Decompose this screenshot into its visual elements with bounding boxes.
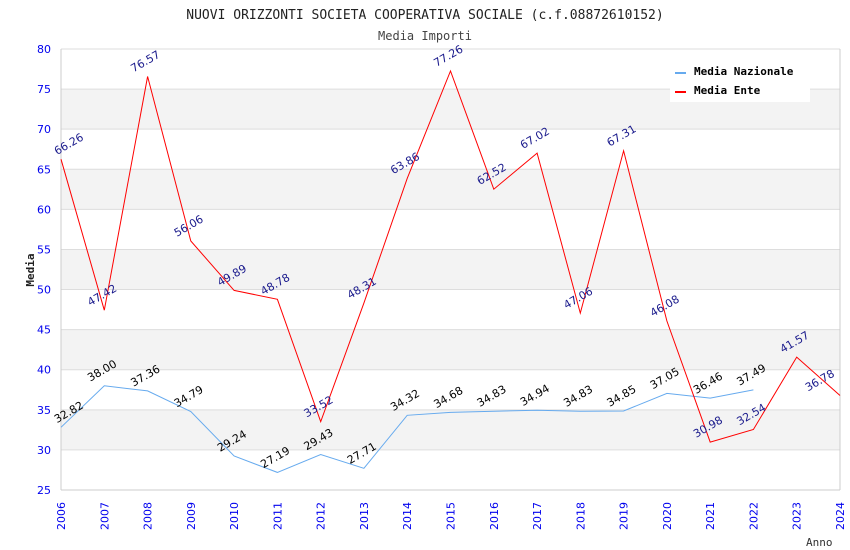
x-tick-label: 2010: [228, 502, 241, 530]
legend-swatch-ente: [675, 91, 686, 93]
x-tick-label: 2007: [98, 502, 111, 530]
x-tick-label: 2015: [445, 502, 458, 530]
y-tick-label: 45: [37, 324, 51, 337]
x-tick-label: 2019: [618, 502, 631, 530]
x-tick-label: 2020: [661, 502, 674, 530]
legend-swatch-nazionale: [675, 72, 686, 74]
data-label: 56.06: [172, 213, 206, 240]
y-axis-label: Media: [24, 253, 37, 286]
y-tick-label: 55: [37, 243, 51, 256]
x-tick-label: 2006: [55, 502, 68, 530]
legend-label-ente: Media Ente: [694, 84, 761, 97]
y-tick-label: 70: [37, 123, 51, 136]
data-label: 34.94: [518, 382, 552, 409]
y-tick-label: 65: [37, 163, 51, 176]
x-tick-label: 2014: [401, 502, 414, 530]
data-label: 34.83: [475, 383, 509, 410]
x-tick-label: 2023: [791, 502, 804, 530]
x-tick-label: 2013: [358, 502, 371, 530]
data-label: 36.46: [691, 370, 725, 397]
y-tick-label: 50: [37, 284, 51, 297]
x-tick-label: 2022: [747, 502, 760, 530]
x-axis-label: Anno: [806, 536, 833, 549]
series-line-nazionale: [60, 385, 754, 473]
data-label: 34.83: [561, 383, 595, 410]
y-tick-label: 75: [37, 83, 51, 96]
data-label: 34.68: [432, 384, 466, 411]
x-tick-label: 2017: [531, 502, 544, 530]
legend-label-nazionale: Media Nazionale: [694, 65, 794, 78]
x-tick-label: 2024: [834, 502, 847, 530]
x-tick-label: 2018: [574, 502, 587, 530]
grid-band: [61, 329, 840, 370]
x-tick-label: 2021: [704, 502, 717, 530]
y-tick-label: 35: [37, 404, 51, 417]
y-tick-label: 80: [37, 43, 51, 56]
grid-band: [61, 409, 840, 450]
y-tick-label: 40: [37, 364, 51, 377]
chart-title: NUOVI ORIZZONTI SOCIETA COOPERATIVA SOCI…: [186, 8, 663, 23]
data-label: 34.79: [172, 383, 206, 410]
y-tick-label: 30: [37, 444, 51, 457]
data-label: 46.08: [648, 293, 682, 320]
data-label: 66.26: [52, 131, 86, 158]
chart-subtitle: Media Importi: [378, 29, 472, 43]
legend: Media Nazionale Media Ente: [670, 60, 810, 102]
series-line-ente: [60, 69, 841, 443]
y-tick-label: 25: [37, 484, 51, 497]
x-tick-label: 2009: [185, 502, 198, 530]
data-label: 34.85: [605, 383, 639, 410]
x-tick-label: 2011: [271, 502, 284, 530]
x-tick-label: 2008: [142, 502, 155, 530]
data-label: 36.78: [803, 367, 837, 394]
grid-band: [61, 249, 840, 290]
x-tick-label: 2016: [488, 502, 501, 530]
data-label: 77.26: [432, 43, 466, 70]
data-label: 76.57: [129, 48, 163, 75]
y-tick-label: 60: [37, 203, 51, 216]
x-tick-label: 2012: [315, 502, 328, 530]
grid-band: [61, 169, 840, 210]
